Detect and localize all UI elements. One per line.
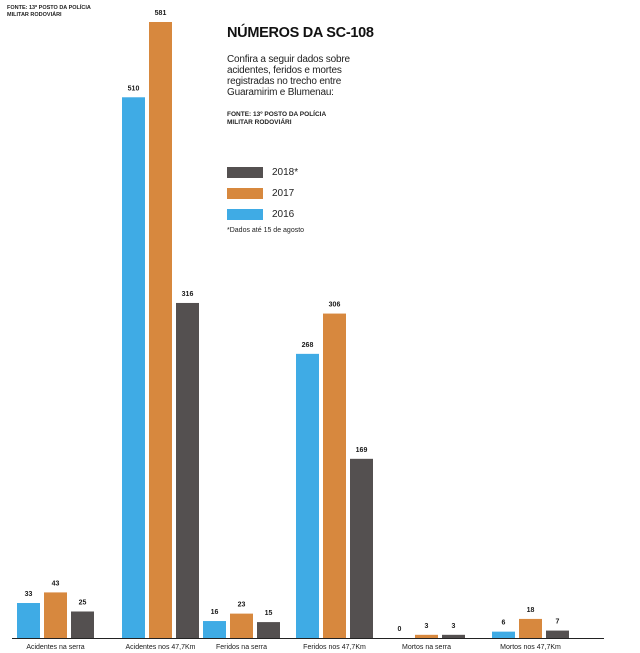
value-label-feridos-na-serra-2018: 15 [265,610,273,617]
value-label-feridos-nos-47-7km-2016: 268 [302,342,314,349]
bar-feridos-nos-47-7km-2018 [350,458,373,638]
bar-mortos-na-serra-2017 [415,634,438,638]
category-label-mortos-nos-47-7km: Mortos nos 47,7Km [500,644,561,651]
value-label-acidentes-na-serra-2018: 25 [79,599,87,606]
value-label-acidentes-na-serra-2017: 43 [52,580,60,587]
bar-mortos-nos-47-7km-2018 [546,630,569,638]
category-label-feridos-na-serra: Feridos na serra [216,644,267,651]
legend-swatch-2018 [227,166,263,178]
value-label-acidentes-nos-47-7km-2017: 581 [155,10,167,17]
value-label-mortos-na-serra-2017: 3 [425,623,429,630]
bar-acidentes-na-serra-2018 [71,611,94,638]
bar-acidentes-nos-47-7km-2016 [122,97,145,639]
bar-feridos-na-serra-2016 [203,621,226,638]
bar-mortos-nos-47-7km-2016 [492,631,515,638]
category-label-acidentes-na-serra: Acidentes na serra [26,644,84,651]
category-label-feridos-nos-47-7km: Feridos nos 47,7Km [303,644,366,651]
bar-acidentes-na-serra-2016 [17,603,40,638]
value-label-acidentes-nos-47-7km-2016: 510 [128,85,140,92]
value-label-mortos-na-serra-2018: 3 [452,623,456,630]
value-label-mortos-na-serra-2016: 0 [398,626,402,633]
data-note: *Dados até 15 de agosto [227,227,305,234]
legend-item-2018: 2018* [227,162,298,182]
value-label-acidentes-nos-47-7km-2018: 316 [182,291,194,298]
legend-item-2016: 2016 [227,204,298,224]
legend-label-2017: 2017 [272,187,295,199]
chart-subtitle: Confira a seguir dados sobre acidentes, … [227,54,350,98]
value-label-mortos-nos-47-7km-2017: 18 [527,607,535,614]
value-label-acidentes-na-serra-2016: 33 [25,591,33,598]
bar-acidentes-nos-47-7km-2017 [149,22,172,638]
category-label-acidentes-nos-47-7km: Acidentes nos 47,7Km [125,644,195,651]
legend-swatch-2017 [227,187,263,199]
value-label-feridos-nos-47-7km-2018: 169 [356,447,368,454]
value-label-feridos-nos-47-7km-2017: 306 [329,302,341,309]
value-label-mortos-nos-47-7km-2018: 7 [556,619,560,626]
bar-feridos-nos-47-7km-2017 [323,313,346,638]
bar-mortos-nos-47-7km-2017 [519,618,542,638]
legend-swatch-2016 [227,208,263,220]
bar-mortos-na-serra-2018 [442,634,465,638]
value-label-feridos-na-serra-2016: 16 [211,609,219,616]
source-note: Fonte: 13º Posto da Polícia Militar Rodo… [227,111,326,126]
bar-feridos-na-serra-2017 [230,613,253,638]
bar-feridos-nos-47-7km-2016 [296,353,319,638]
bar-feridos-na-serra-2018 [257,622,280,638]
chart-legend: 2018* 2017 2016 [227,162,298,224]
legend-label-2018: 2018* [272,166,299,178]
value-label-feridos-na-serra-2017: 23 [238,602,246,609]
bar-acidentes-nos-47-7km-2018 [176,302,199,638]
category-label-mortos-na-serra: Mortos na serra [402,644,451,651]
bar-acidentes-na-serra-2017 [44,592,67,638]
chart-title: NÚMEROS DA SC-108 [227,25,374,41]
value-label-mortos-nos-47-7km-2016: 6 [502,620,506,627]
legend-label-2016: 2016 [272,208,295,220]
legend-item-2017: 2017 [227,183,298,203]
source-note-top: Fonte: 13º Posto da Polícia Militar Rodo… [7,5,91,18]
